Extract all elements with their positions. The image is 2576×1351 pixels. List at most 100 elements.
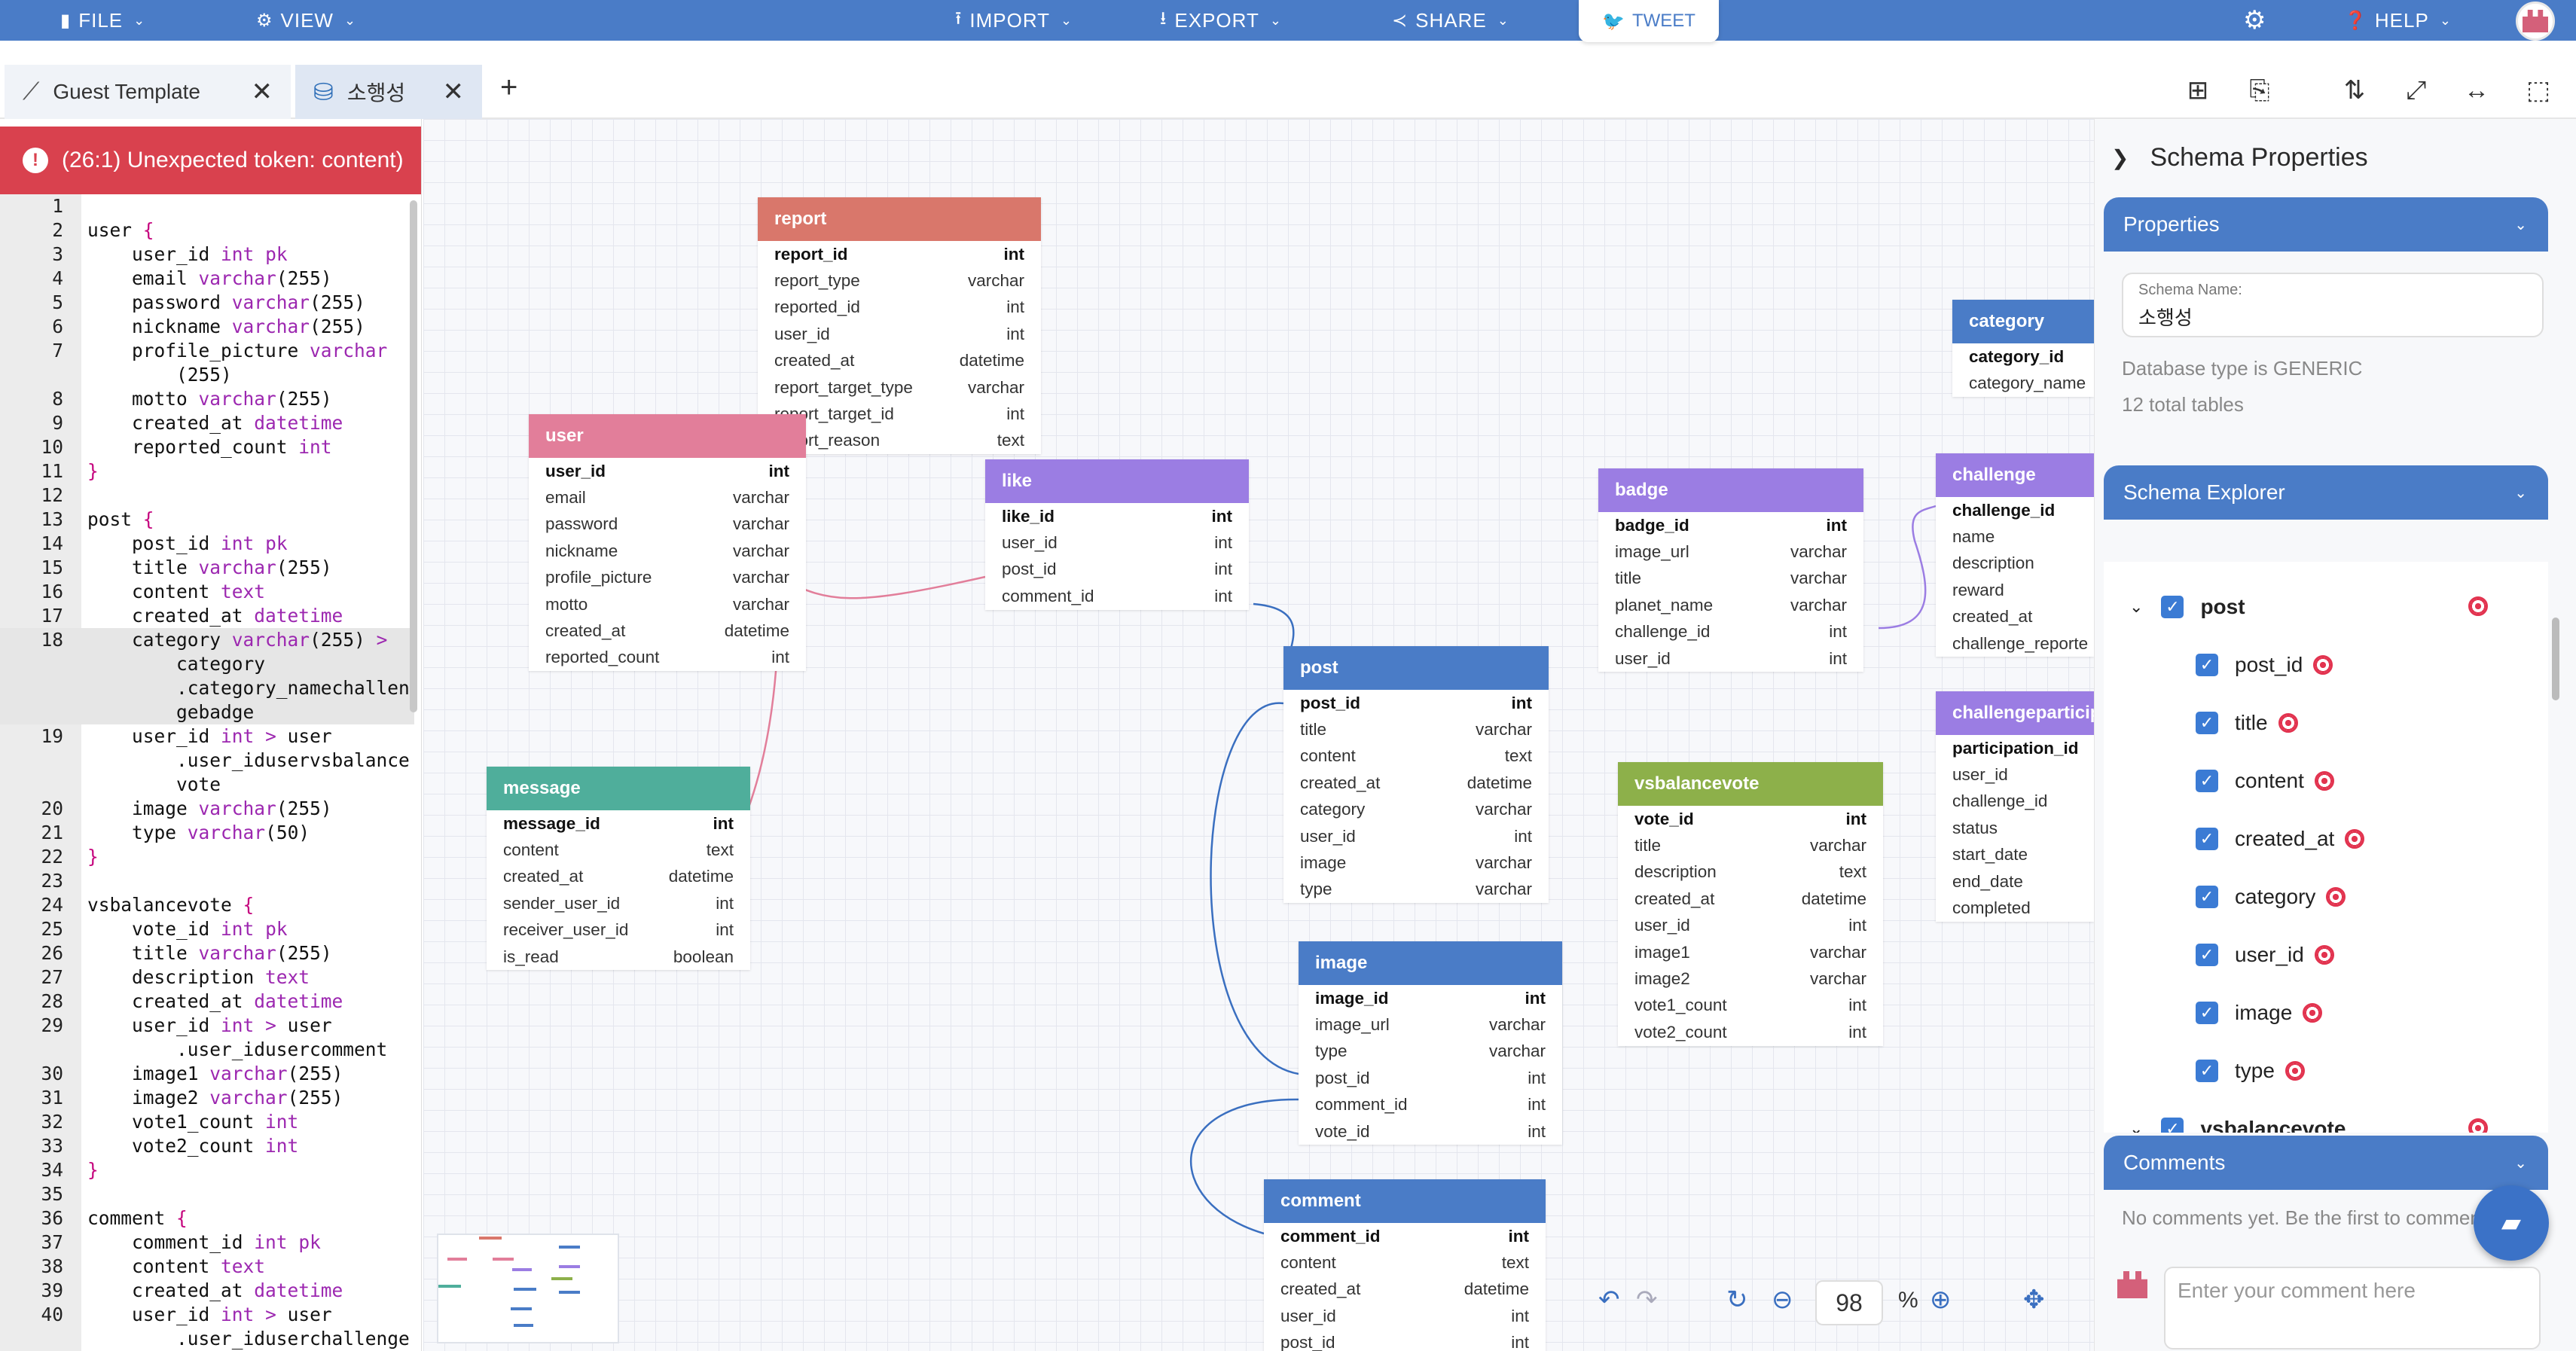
table-field[interactable]: title varchar [1618,832,1883,858]
code-line[interactable]: 27 description text [0,965,414,990]
target-icon[interactable] [2345,829,2365,849]
file-menu[interactable]: ▮ FILE ⌄ [60,0,145,41]
sort-icon[interactable]: ⇅ [2343,76,2366,105]
table-field[interactable]: created_at datetime [758,348,1041,374]
table-message[interactable]: message message_id int content text created_a… [487,767,750,971]
table-header[interactable]: image [1299,941,1562,985]
comment-input[interactable]: Enter your comment here [2164,1267,2541,1349]
explorer-field-item[interactable]: ✓ type [2196,1056,2305,1086]
table-badge[interactable]: badge badge_id int image_url varchar title var… [1598,468,1863,672]
table-field[interactable]: reward [1936,577,2094,603]
code-line[interactable]: 23 [0,869,414,893]
add-tab-icon[interactable]: + [500,71,518,104]
table-image[interactable]: image image_id int image_url varchar type varc… [1299,941,1562,1145]
explorer-scrollbar[interactable] [2552,618,2559,700]
explorer-field-item[interactable]: ✓ post_id [2196,650,2333,680]
code-line[interactable]: vote [0,773,414,797]
help-menu[interactable]: ❓ HELP ⌄ [2344,0,2452,41]
code-line[interactable]: 16 content text [0,580,414,604]
table-field[interactable]: title varchar [1598,566,1863,592]
table-field[interactable]: content text [487,837,750,863]
table-category[interactable]: category category_id category_name [1952,300,2094,397]
table-field[interactable]: image_id int [1299,985,1562,1011]
target-icon[interactable] [2303,1003,2323,1023]
code-line[interactable]: 15 title varchar(255) [0,556,414,580]
target-icon[interactable] [2326,887,2346,907]
checkbox[interactable]: ✓ [2161,1118,2184,1133]
explorer-field-item[interactable]: ✓ content [2196,766,2334,796]
code-editor[interactable]: ! (26:1) Unexpected token: content) 1 2 us… [0,119,422,1351]
code-line[interactable]: 21 type varchar(50) [0,821,414,845]
chevron-down-icon[interactable]: ⌄ [2129,597,2144,616]
table-field[interactable]: type varchar [1283,877,1549,903]
table-field[interactable]: image_url varchar [1299,1011,1562,1038]
table-field[interactable]: email varchar [529,484,806,511]
code-line[interactable]: 3 user_id int pk [0,242,414,267]
table-field[interactable]: comment_id int [985,583,1249,609]
table-user[interactable]: user user_id int email varchar password varcha… [529,414,806,672]
table-field[interactable]: is_read boolean [487,944,750,970]
code-line[interactable]: .user_idusercomment [0,1038,414,1062]
fit-width-icon[interactable]: ↔ [2464,75,2489,105]
table-field[interactable]: reported_id int [758,294,1041,321]
user-avatar[interactable] [2516,2,2555,41]
chevron-right-icon[interactable]: ❯ [2111,146,2129,169]
table-field[interactable]: badge_id int [1598,512,1863,538]
target-icon[interactable] [2278,713,2298,733]
code-line[interactable]: 6 nickname varchar(255) [0,315,414,339]
code-line[interactable]: 9 created_at datetime [0,411,414,435]
code-line[interactable]: .user_iduservsbalance [0,749,414,773]
code-line[interactable]: 31 image2 varchar(255) [0,1086,414,1110]
table-field[interactable]: reported_count int [529,645,806,671]
relationship-line[interactable] [780,575,986,599]
table-field[interactable]: challenge_reporte [1936,630,2094,657]
table-field[interactable]: challenge_id [1936,497,2094,523]
zoom-input[interactable]: 98 [1815,1280,1883,1325]
checkbox[interactable]: ✓ [2161,596,2184,618]
table-field[interactable]: post_id int [985,557,1249,583]
tab-schema[interactable]: ⛁ 소행성 ✕ [295,65,482,119]
table-field[interactable]: user_id int [529,458,806,484]
comments-section-header[interactable]: Comments ⌄ [2104,1136,2548,1190]
code-line[interactable]: 17 created_at datetime [0,604,414,628]
table-field[interactable]: motto varchar [529,591,806,618]
table-challenge[interactable]: challenge challenge_id name description rewa… [1936,453,2094,657]
table-field[interactable]: user_id int [1598,645,1863,672]
target-icon[interactable] [2313,655,2333,675]
checkbox[interactable]: ✓ [2196,944,2218,966]
add-note-icon[interactable]: ⎘ [2249,75,2270,105]
table-header[interactable]: badge [1598,468,1863,512]
relationship-line[interactable] [1210,702,1299,1075]
code-line[interactable]: 20 image varchar(255) [0,797,414,821]
table-field[interactable]: title varchar [1283,716,1549,743]
table-field[interactable]: category_name [1952,370,2094,396]
view-menu[interactable]: ⚙ VIEW ⌄ [256,0,356,41]
target-icon[interactable] [2468,1118,2488,1133]
table-field[interactable]: nickname varchar [529,538,806,564]
table-field[interactable]: password varchar [529,511,806,538]
add-table-icon[interactable]: ⊞ [2187,76,2209,105]
table-challengeparticip[interactable]: challengeparticip participation_id user_id… [1936,691,2094,922]
table-field[interactable]: challenge_id [1936,788,2094,815]
table-field[interactable]: participation_id [1936,735,2094,761]
table-field[interactable]: user_id int [758,321,1041,347]
table-field[interactable]: name [1936,523,2094,550]
export-menu[interactable]: ⭳ EXPORT ⌄ [1160,0,1282,41]
table-field[interactable]: description text [1618,859,1883,886]
table-field[interactable]: report_id int [758,241,1041,267]
explorer-table-item[interactable]: ⌄ ✓ post [2129,592,2245,622]
code-line[interactable]: 14 post_id int pk [0,532,414,556]
table-field[interactable]: profile_picture varchar [529,565,806,591]
table-field[interactable]: sender_user_id int [487,890,750,916]
code-line[interactable]: 18 category varchar(255) > [0,628,414,652]
code-line[interactable]: 26 title varchar(255) [0,941,414,965]
table-field[interactable]: image_url varchar [1598,538,1863,565]
code-line[interactable]: .user_iduserchallenge [0,1327,414,1351]
table-field[interactable]: content text [1283,743,1549,770]
table-field[interactable]: category_id [1952,343,2094,370]
checkbox[interactable]: ✓ [2196,1002,2218,1024]
code-line[interactable]: 40 user_id int > user [0,1303,414,1327]
code-line[interactable]: 34} [0,1158,414,1182]
table-field[interactable]: comment_id int [1264,1223,1546,1249]
table-header[interactable]: category [1952,300,2094,343]
